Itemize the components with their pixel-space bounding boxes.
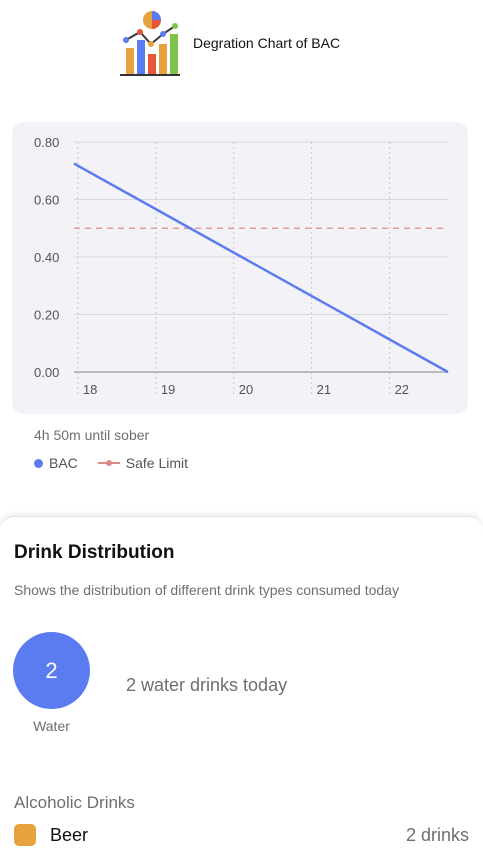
page-title: Degration Chart of BAC [193, 35, 341, 51]
x-tick-label: 22 [395, 382, 409, 397]
drink-distribution-sheet[interactable]: Drink Distribution Shows the distributio… [0, 516, 483, 857]
alcoholic-drinks-title: Alcoholic Drinks [14, 793, 135, 812]
legend-bac-label: BAC [49, 455, 78, 471]
water-count: 2 [45, 657, 58, 683]
x-tick-label: 19 [161, 382, 175, 397]
water-count-circle: 2 [13, 632, 90, 709]
drink-count: 2 drinks [405, 825, 469, 845]
water-label: Water [33, 718, 70, 734]
x-tick-label: 20 [239, 382, 253, 397]
y-tick-label: 0.00 [34, 365, 59, 380]
x-tick-label: 18 [83, 382, 97, 397]
bac-chart-card: 0.80 0.60 0.40 0.20 0.00 18 19 20 21 22 [12, 122, 468, 414]
drink-name: Beer [50, 825, 89, 845]
section-subtitle: Shows the distribution of different drin… [14, 582, 399, 598]
y-tick-label: 0.20 [34, 308, 59, 323]
header: Degration Chart of BAC [0, 10, 483, 80]
beer-color-swatch [14, 824, 36, 846]
chart-logo-icon [120, 11, 180, 76]
safe-limit-legend-line-icon [97, 460, 120, 466]
y-tick-label: 0.60 [34, 193, 59, 208]
sober-countdown: 4h 50m until sober [34, 427, 150, 443]
list-item[interactable]: Beer 2 drinks [14, 822, 469, 848]
bac-chart: 0.80 0.60 0.40 0.20 0.00 18 19 20 21 22 [34, 135, 449, 397]
bac-legend-dot-icon [34, 458, 43, 468]
section-title: Drink Distribution [14, 542, 175, 563]
x-tick-label: 21 [317, 382, 331, 397]
y-tick-label: 0.40 [34, 250, 59, 265]
bac-series-line [73, 162, 449, 374]
y-tick-label: 0.80 [34, 135, 59, 150]
legend-safe-label: Safe Limit [125, 455, 189, 471]
water-summary: 2 water drinks today [126, 675, 288, 695]
chart-legend: BAC Safe Limit [34, 455, 188, 471]
